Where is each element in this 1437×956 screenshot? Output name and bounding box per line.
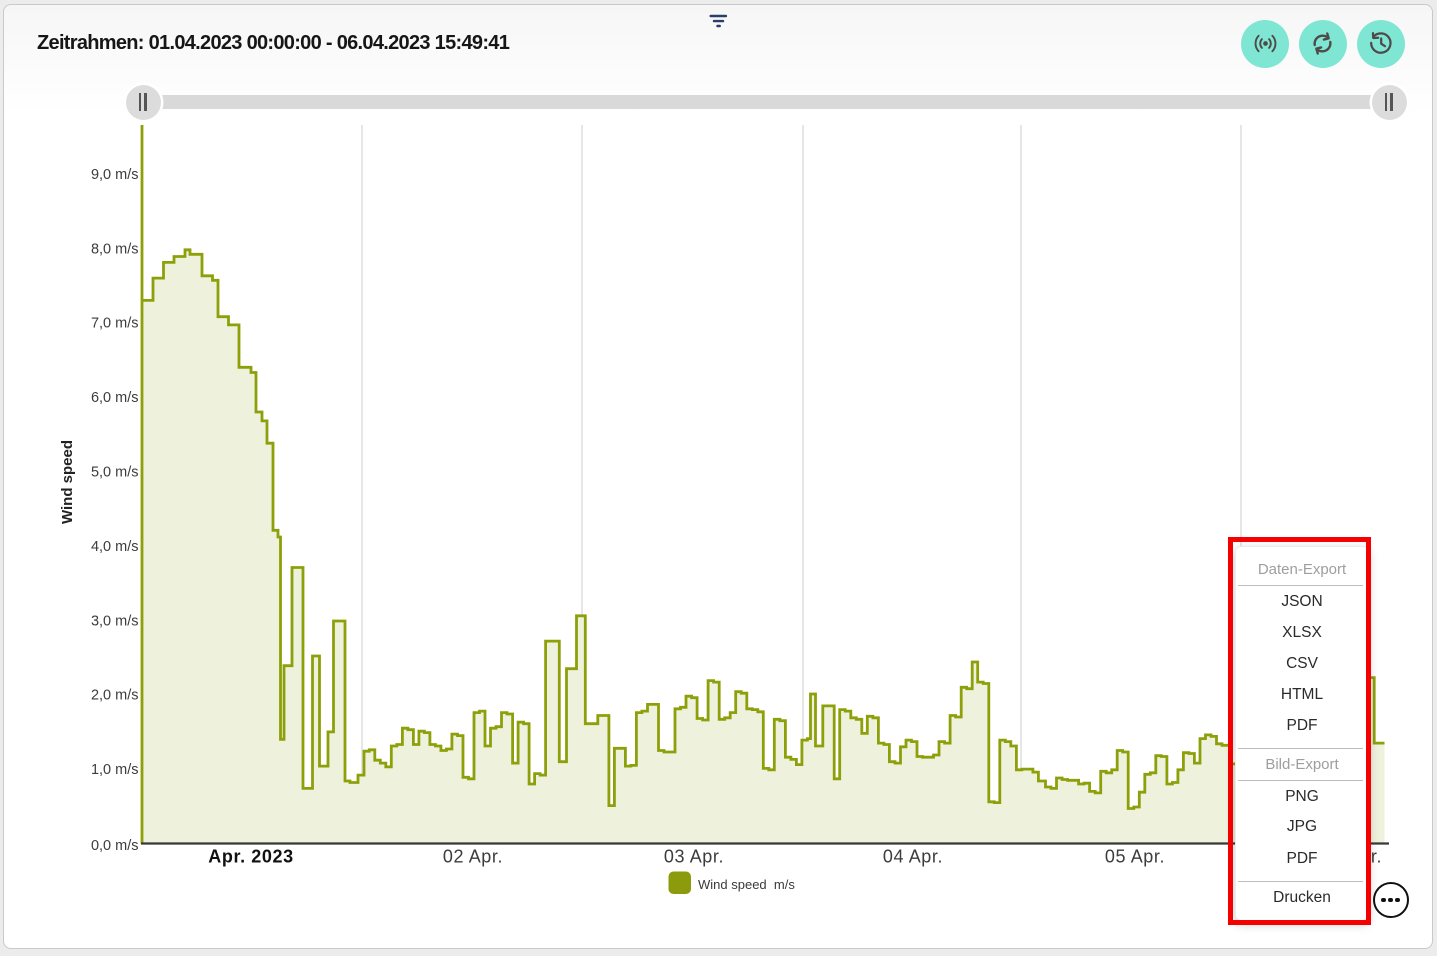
svg-text:05 Apr.: 05 Apr. xyxy=(1105,847,1165,867)
svg-text:04 Apr.: 04 Apr. xyxy=(883,847,943,867)
svg-text:4,0 m/s: 4,0 m/s xyxy=(91,539,139,555)
svg-text:2,0 m/s: 2,0 m/s xyxy=(91,688,139,704)
svg-text:8,0 m/s: 8,0 m/s xyxy=(91,241,139,257)
svg-text:03 Apr.: 03 Apr. xyxy=(664,847,724,867)
svg-text:5,0 m/s: 5,0 m/s xyxy=(91,465,139,481)
svg-text:Apr. 2023: Apr. 2023 xyxy=(208,847,293,867)
svg-text:Wind speed m/s: Wind speed m/s xyxy=(698,877,795,892)
svg-text:Wind speed: Wind speed xyxy=(59,440,76,524)
svg-text:02 Apr.: 02 Apr. xyxy=(443,847,503,867)
svg-text:7,0 m/s: 7,0 m/s xyxy=(91,316,139,332)
svg-text:0,0 m/s: 0,0 m/s xyxy=(91,838,139,854)
svg-text:6,0 m/s: 6,0 m/s xyxy=(91,390,139,406)
svg-text:3,0 m/s: 3,0 m/s xyxy=(91,613,139,629)
svg-text:1,0 m/s: 1,0 m/s xyxy=(91,762,139,778)
svg-text:9,0 m/s: 9,0 m/s xyxy=(91,167,139,183)
